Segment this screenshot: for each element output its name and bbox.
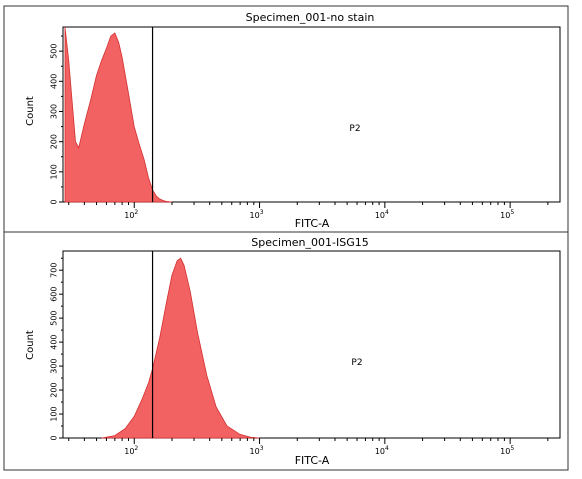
histogram-area (64, 26, 173, 203)
figure-frame (3, 5, 569, 471)
y-tick-label: 500 (49, 43, 58, 58)
y-axis-label: Count (25, 96, 36, 126)
x-tick-label: 102 (124, 445, 138, 456)
x-tick-exponent: 3 (260, 209, 264, 216)
plot-frame (62, 26, 561, 203)
x-tick-exponent: 2 (134, 209, 138, 216)
x-tick-exponent: 4 (385, 445, 389, 452)
y-axis-label: Count (25, 330, 36, 360)
x-tick-label: 105 (500, 445, 514, 456)
y-tick-label: 0 (49, 199, 58, 204)
y-tick-label: 100 (49, 164, 58, 179)
x-axis-label: FITC-A (295, 454, 330, 467)
x-tick-exponent: 2 (134, 445, 138, 452)
y-tick-label: 300 (49, 358, 58, 373)
y-tick-label: 0 (49, 435, 58, 440)
y-tick-label: 700 (49, 263, 58, 278)
y-tick-label: 200 (49, 382, 58, 397)
y-tick-label: 600 (49, 287, 58, 302)
y-tick-label: 300 (49, 104, 58, 119)
panel-title: Specimen_001-ISG15 (251, 236, 369, 249)
x-tick-label: 104 (375, 445, 389, 456)
x-axis-label: FITC-A (295, 217, 330, 230)
y-tick-label: 500 (49, 310, 58, 325)
x-tick-exponent: 4 (385, 209, 389, 216)
y-tick-label: 400 (49, 334, 58, 349)
plot-frame (62, 250, 561, 439)
x-tick-exponent: 3 (260, 445, 264, 452)
x-tick-exponent: 5 (510, 209, 514, 216)
histogram-panel-isg15: Specimen_001-ISG15 Count FITC-A P2 0 100 2… (25, 236, 561, 467)
histogram-panel-no-stain: Specimen_001-no stain Count FITC-A P2 0 1… (25, 11, 561, 230)
x-tick-label: 104 (375, 209, 389, 220)
x-tick-exponent: 5 (510, 445, 514, 452)
panel-title: Specimen_001-no stain (246, 11, 375, 24)
gate-label: P2 (349, 124, 360, 134)
y-tick-label: 400 (49, 74, 58, 89)
y-tick-label: 200 (49, 134, 58, 149)
gate-label: P2 (351, 358, 362, 368)
x-tick-label: 103 (250, 445, 264, 456)
x-tick-label: 105 (500, 209, 514, 220)
x-tick-label: 102 (124, 209, 138, 220)
y-tick-label: 100 (49, 406, 58, 421)
histogram-area (101, 257, 260, 439)
x-tick-label: 103 (250, 209, 264, 220)
